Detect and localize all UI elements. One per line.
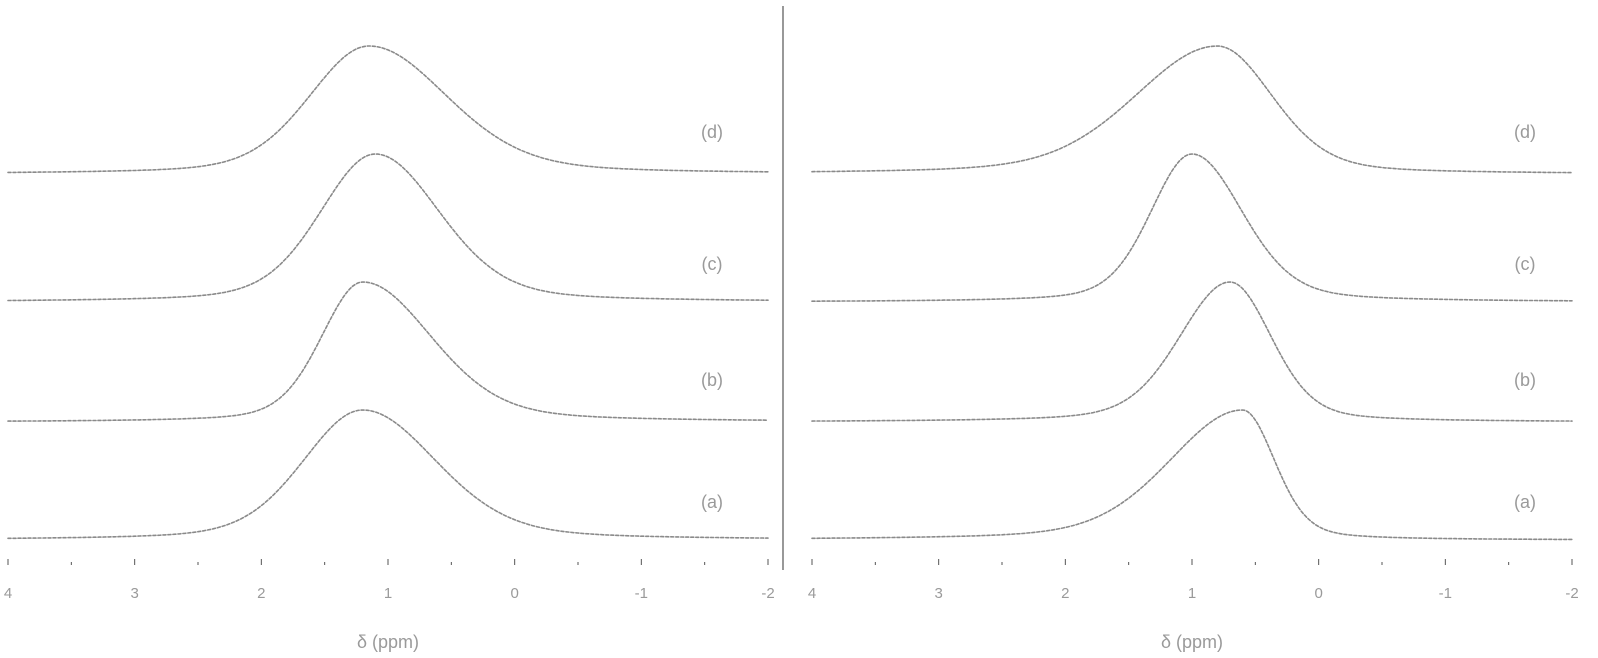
x-tick-label: -1	[635, 585, 648, 602]
right-panel: 4 3 2 1 0 -1 -2 δ (ppm) (d) (c) (b) (a)	[808, 46, 1579, 652]
spectrum-line-right-a	[812, 410, 1572, 539]
left-panel: 4 3 2 1 0 -1 -2 δ (ppm) (d) (c) (b) (a)	[4, 46, 775, 652]
x-tick-label: 4	[4, 585, 12, 602]
spectrum-line-right-c	[812, 154, 1572, 301]
x-tick-label: 3	[934, 585, 942, 602]
x-axis-label: δ (ppm)	[357, 632, 419, 652]
spectrum-line-left-a	[8, 410, 768, 538]
trace-label: (c)	[1515, 254, 1536, 274]
spectrum-line-left-c	[8, 154, 768, 301]
x-tick-label: 3	[130, 585, 138, 602]
x-tick-label: 2	[1061, 585, 1069, 602]
trace-label: (a)	[1514, 492, 1536, 512]
x-tick-label: 0	[1314, 585, 1322, 602]
trace-label: (d)	[1514, 122, 1536, 142]
x-axis-label: δ (ppm)	[1161, 632, 1223, 652]
trace-label: (b)	[1514, 370, 1536, 390]
spectrum-line-left-d	[8, 46, 768, 172]
x-tick-label: -2	[1565, 585, 1578, 602]
spectrum-line-left-b	[8, 282, 768, 421]
x-tick-label: 1	[1188, 585, 1196, 602]
x-tick-label: 1	[384, 585, 392, 602]
x-tick-label: -1	[1439, 585, 1452, 602]
trace-label: (a)	[701, 492, 723, 512]
x-tick-label: 0	[510, 585, 518, 602]
x-tick-label: -2	[761, 585, 774, 602]
trace-label: (c)	[702, 254, 723, 274]
x-tick-label: 4	[808, 585, 816, 602]
x-tick-label: 2	[257, 585, 265, 602]
spectrum-line-right-b	[812, 282, 1572, 421]
trace-label: (b)	[701, 370, 723, 390]
trace-label: (d)	[701, 122, 723, 142]
